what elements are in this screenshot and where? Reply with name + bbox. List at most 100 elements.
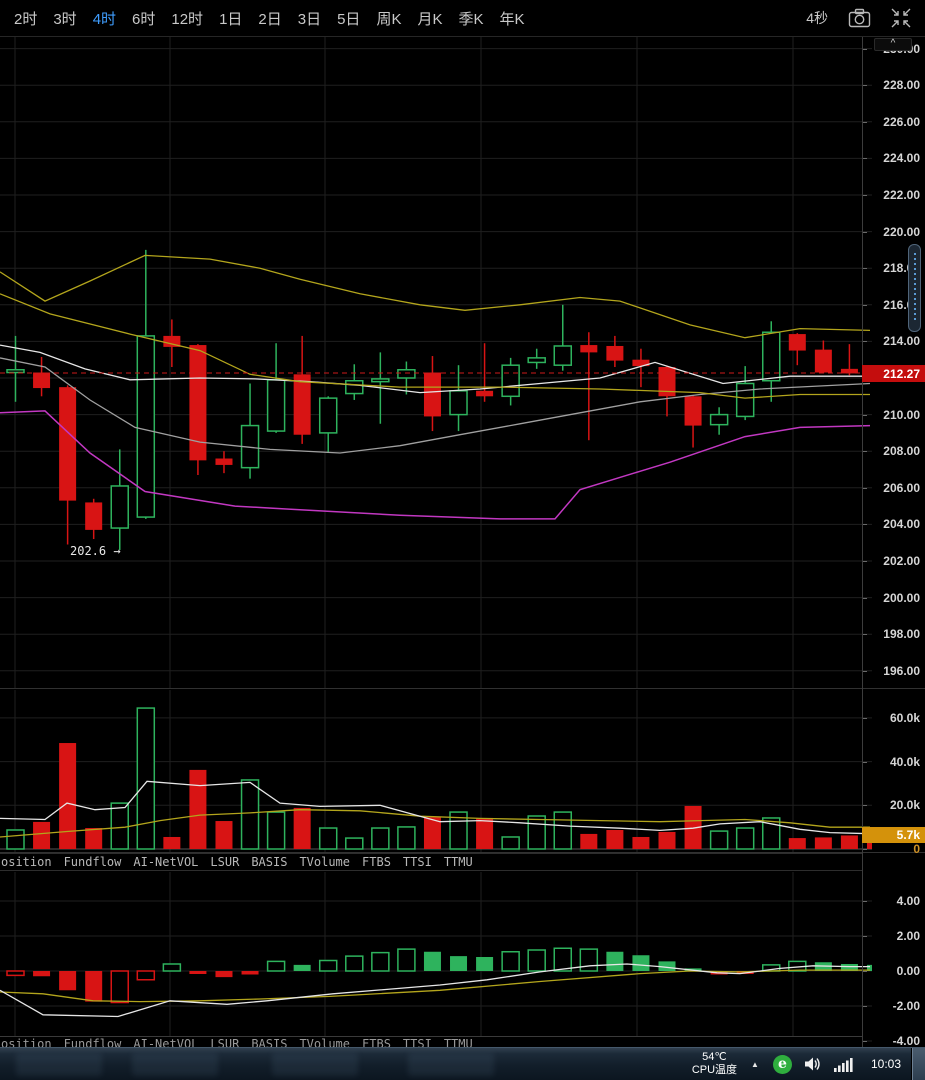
tab-ftbs[interactable]: FTBS <box>362 1037 391 1047</box>
period-button-年K[interactable]: 年K <box>499 10 525 28</box>
price-tick-label: 210.00 <box>883 407 920 422</box>
axis-scroll-up-button[interactable]: ^ <box>874 38 912 51</box>
oscillator-bar <box>110 970 129 1004</box>
price-tick-label: 200.00 <box>883 590 920 605</box>
blurred-taskbar-item[interactable] <box>408 1053 494 1076</box>
period-button-月K[interactable]: 月K <box>417 10 443 28</box>
speaker-icon[interactable] <box>804 1056 822 1072</box>
boll-upper-line <box>0 254 871 339</box>
oscillator-bar <box>345 955 364 972</box>
oscillator-bar <box>840 964 858 971</box>
candle-body-down <box>85 502 103 530</box>
camera-icon[interactable] <box>848 8 871 28</box>
period-button-周K[interactable]: 周K <box>376 10 402 28</box>
period-button-1日[interactable]: 1日 <box>219 10 243 28</box>
tab-ttmu[interactable]: TTMU <box>443 1037 473 1047</box>
tab-ftbs[interactable]: FTBS <box>362 855 391 869</box>
volume-bar-down <box>840 835 858 849</box>
axis-tick-mark <box>863 414 867 416</box>
candle-body-up <box>553 345 573 366</box>
tab-ttmu[interactable]: TTMU <box>443 855 473 869</box>
blurred-taskbar-item[interactable] <box>132 1053 218 1076</box>
oscillator-bar <box>215 971 233 978</box>
panel-separator <box>0 852 925 853</box>
tray-expand-arrow-icon[interactable]: ▲ <box>751 1059 759 1069</box>
axis-scrollbar-thumb[interactable] <box>908 244 921 332</box>
blurred-taskbar-item[interactable] <box>16 1053 102 1076</box>
period-button-12时[interactable]: 12时 <box>171 10 204 28</box>
volume-bar-down <box>814 837 832 849</box>
oscillator-bar <box>85 971 103 1002</box>
tab-fundflow[interactable]: Fundflow <box>63 855 122 869</box>
volume-bar-up <box>761 817 781 850</box>
axis-tick-mark <box>863 597 867 599</box>
period-toolbar: 2时 3时 4时 6时 12时 1日 2日 3日 5日 周K 月K 季K 年K 4秒 <box>0 0 925 37</box>
blurred-taskbar-item[interactable] <box>272 1053 358 1076</box>
axis-tick-mark <box>863 971 867 972</box>
oscillator-bar <box>189 971 207 974</box>
period-button-4时[interactable]: 4时 <box>92 10 117 28</box>
ma-white-line <box>0 344 870 394</box>
toolbar-right-cluster: 4秒 <box>806 8 925 28</box>
show-desktop-button[interactable] <box>911 1047 925 1080</box>
axis-tick-mark <box>863 524 867 526</box>
oscillator-bar <box>606 951 624 971</box>
period-button-3时[interactable]: 3时 <box>53 10 77 28</box>
oscillator-bar <box>136 970 156 981</box>
tab-tvolume[interactable]: TVolume <box>299 855 351 869</box>
price-tick-label: 204.00 <box>883 517 920 532</box>
axis-tick-mark <box>863 761 867 763</box>
period-button-2时[interactable]: 2时 <box>14 10 38 28</box>
oscillator-bar <box>450 956 468 971</box>
candle-body-up <box>527 357 546 364</box>
tab-osition[interactable]: osition <box>1 1037 52 1047</box>
volume-bar-down <box>215 821 233 849</box>
tab-basis[interactable]: BASIS <box>251 1037 288 1047</box>
tab-lsur[interactable]: LSUR <box>210 855 240 869</box>
volume-bar-down <box>476 817 494 849</box>
oscillator-bar <box>423 951 441 971</box>
period-button-2日[interactable]: 2日 <box>258 10 282 28</box>
axis-tick-mark <box>863 195 867 196</box>
taskbar-clock[interactable]: 10:03 <box>870 1057 901 1071</box>
tab-ttsi[interactable]: TTSI <box>402 855 432 869</box>
oscillator-bar <box>371 951 390 972</box>
tab-ai-netvol[interactable]: AI-NetVOL <box>133 1037 199 1047</box>
volume-bar-down <box>423 817 441 849</box>
cpu-temp-widget[interactable]: 54℃ CPU温度 <box>692 1051 737 1077</box>
axis-tick-mark <box>863 634 867 636</box>
oscillator-bar <box>527 949 546 972</box>
candle-body-down <box>580 345 598 353</box>
price-tick-label: 208.00 <box>883 444 920 459</box>
network-signal-icon[interactable] <box>833 1057 853 1072</box>
period-button-5日[interactable]: 5日 <box>337 10 361 28</box>
tab-lsur[interactable]: LSUR <box>210 1037 240 1047</box>
volume-bar-up <box>371 827 390 850</box>
candle-body-up <box>449 390 468 416</box>
period-button-季K[interactable]: 季K <box>458 10 484 28</box>
candle-body-down <box>684 396 702 426</box>
price-tick-label: 214.00 <box>883 334 920 349</box>
exit-fullscreen-icon[interactable] <box>891 8 911 28</box>
oscillator-bar <box>293 964 311 971</box>
windows-taskbar: 54℃ CPU温度 ▲ e <box>0 1047 925 1080</box>
main-price-chart[interactable] <box>0 37 872 688</box>
tab-fundflow[interactable]: Fundflow <box>63 1037 122 1047</box>
period-button-3日[interactable]: 3日 <box>297 10 322 28</box>
volume-ma-yellow <box>0 809 870 838</box>
candle-body-up <box>709 413 729 426</box>
volume-bar-up <box>136 707 156 850</box>
oscillator-chart[interactable] <box>0 872 872 1047</box>
tab-ai-netvol[interactable]: AI-NetVOL <box>133 855 199 869</box>
volume-ma-white <box>0 780 871 835</box>
candle-body-down <box>163 335 181 347</box>
candle-body-down <box>658 367 676 397</box>
browser-tray-icon[interactable]: e <box>772 1054 792 1074</box>
volume-bar-down <box>33 821 51 849</box>
tab-basis[interactable]: BASIS <box>251 855 288 869</box>
tab-osition[interactable]: osition <box>1 855 52 869</box>
period-button-6时[interactable]: 6时 <box>132 10 156 28</box>
volume-chart[interactable] <box>0 690 872 852</box>
tab-tvolume[interactable]: TVolume <box>299 1037 351 1047</box>
tab-ttsi[interactable]: TTSI <box>402 1037 432 1047</box>
